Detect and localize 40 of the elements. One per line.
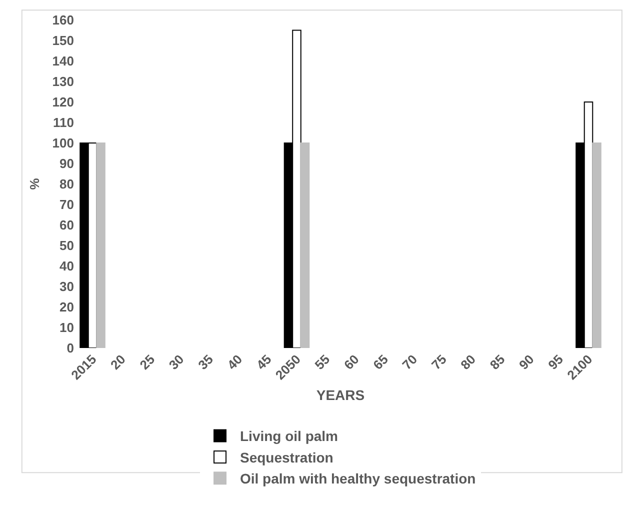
x-tick-label: 70 — [399, 352, 420, 372]
bar — [300, 142, 310, 348]
x-tick-label: 35 — [195, 352, 216, 372]
x-tick-label: 65 — [370, 352, 391, 372]
y-tick-label: 60 — [60, 218, 74, 233]
x-tick-label: 90 — [516, 352, 537, 372]
legend-label: Living oil palm — [240, 428, 338, 444]
x-tick-label: 20 — [108, 352, 128, 372]
y-tick-label: 100 — [52, 136, 74, 151]
y-tick-label: 30 — [60, 279, 74, 294]
bar — [96, 142, 106, 348]
y-tick-label: 140 — [52, 54, 74, 69]
y-tick-label: 0 — [66, 340, 74, 356]
x-axis-title: YEARS — [316, 387, 365, 403]
y-tick-label: 160 — [52, 12, 74, 28]
x-tick-label: 55 — [312, 352, 333, 372]
y-tick-label: 10 — [60, 320, 74, 336]
y-tick-label: 70 — [60, 197, 74, 212]
x-tick-label: 85 — [486, 352, 508, 372]
y-tick-label: 110 — [53, 115, 74, 130]
legend-label: Oil palm with healthy sequestration — [240, 470, 476, 487]
x-tick-label: 75 — [428, 352, 450, 372]
x-tick-label: 40 — [224, 352, 246, 372]
legend-label: Sequestration — [240, 449, 334, 466]
x-tick-label: 30 — [166, 352, 187, 372]
y-tick-label: 50 — [60, 238, 74, 254]
y-tick-label: 80 — [60, 176, 74, 192]
y-tick-label: 90 — [60, 156, 74, 172]
x-tick-label: 80 — [458, 352, 479, 372]
y-tick-label: 150 — [52, 33, 74, 48]
y-tick-label: 120 — [52, 94, 74, 110]
x-tick-label: 45 — [253, 352, 274, 372]
y-tick-label: 20 — [60, 300, 74, 315]
y-tick-label: 130 — [52, 74, 74, 90]
x-tick-label: 95 — [545, 352, 566, 372]
x-tick-label: 25 — [136, 352, 158, 372]
y-axis-title: % — [27, 178, 42, 190]
bar — [592, 142, 602, 348]
y-tick-label: 40 — [60, 258, 74, 274]
x-tick-label: 60 — [340, 352, 362, 372]
